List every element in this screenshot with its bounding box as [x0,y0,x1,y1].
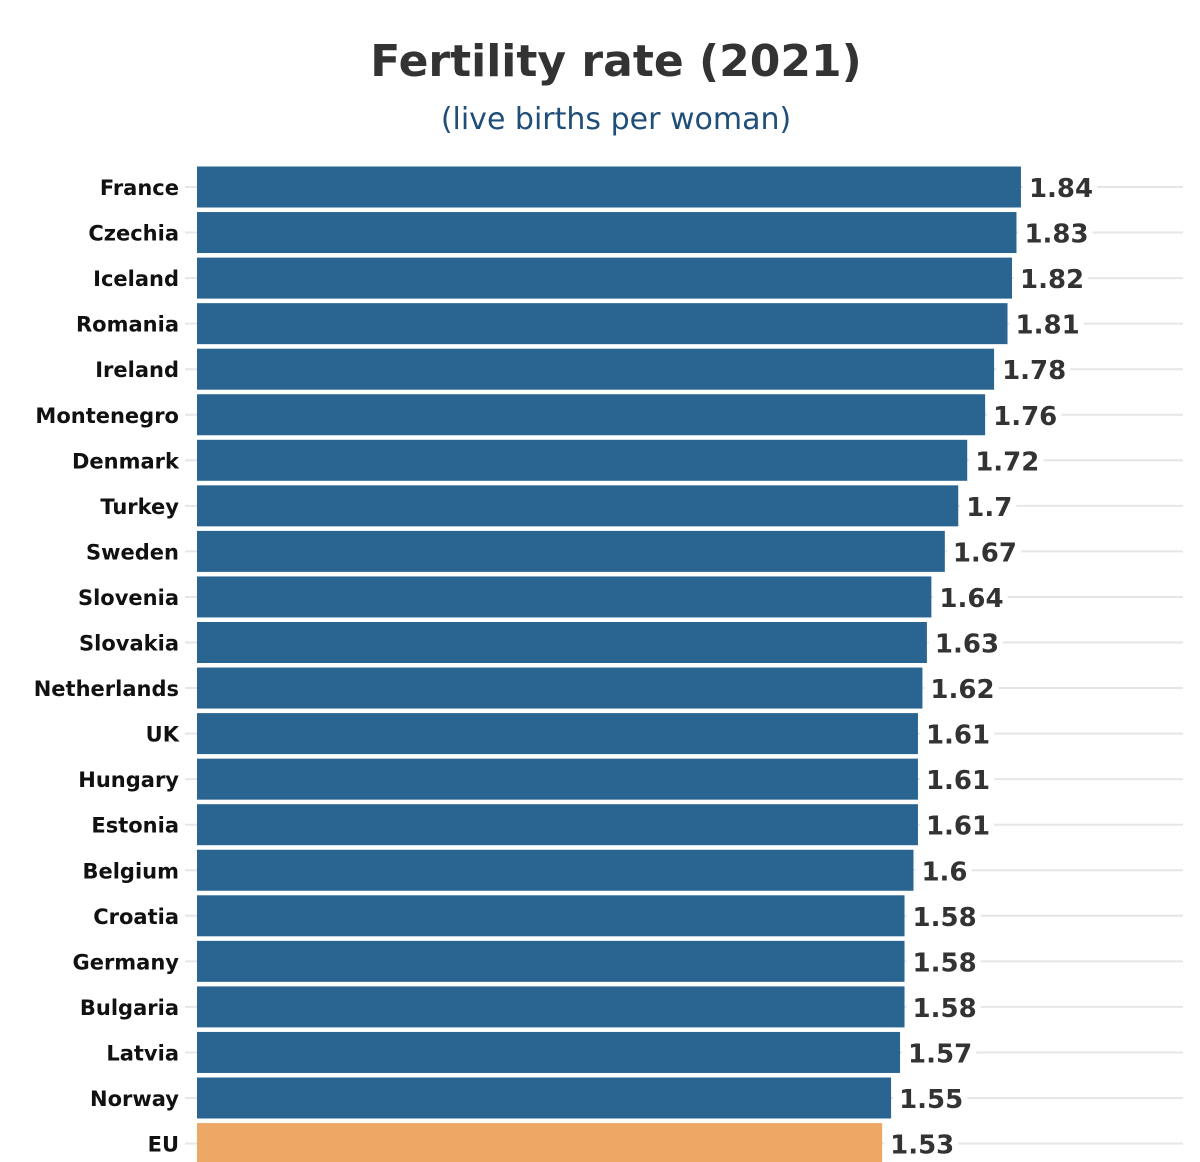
category-label: Latvia [106,1041,179,1065]
category-label: Romania [76,313,179,337]
value-label-bg [933,580,1008,613]
bar-slovakia [197,622,927,663]
category-label: Denmark [72,449,180,473]
bar-ireland [197,348,995,390]
value-label: 1.58 [913,948,977,978]
category-label: Estonia [91,814,179,838]
category-label: Germany [72,950,179,974]
bar-uk [197,713,918,755]
value-label-bg [1022,171,1098,203]
category-label: Netherlands [34,677,179,701]
chart-subtitle: (live births per woman) [440,102,792,137]
category-label: Bulgaria [80,996,179,1020]
value-label-bg [1018,216,1093,249]
value-label: 1.76 [993,402,1057,432]
value-label: 1.58 [913,994,977,1024]
bar-netherlands [197,667,923,709]
value-label-bg [960,489,1017,522]
category-label: Hungary [78,768,179,792]
category-label: Montenegro [35,404,179,428]
value-label-bg [924,672,999,705]
bar-montenegro [197,394,986,436]
category-label: France [100,176,179,200]
value-label: 1.7 [966,493,1012,523]
value-label: 1.81 [1016,311,1080,341]
bar-sweden [197,530,945,572]
value-label: 1.58 [913,903,977,933]
value-label-bg [1013,262,1089,295]
value-label: 1.84 [1029,174,1093,204]
value-label-bg [969,444,1044,477]
value-label: 1.78 [1002,356,1066,386]
value-label-bg [919,717,995,750]
value-label: 1.61 [926,721,990,751]
bar-romania [197,303,1008,345]
bar-bulgaria [197,986,905,1028]
category-label: Sweden [86,540,179,564]
category-label: Croatia [93,905,179,929]
value-label: 1.67 [953,538,1017,568]
bar-eu [197,1123,883,1162]
value-label-bg [906,899,981,932]
value-label-bg [928,626,1004,659]
value-label-bg [919,808,995,841]
value-label-bg [987,398,1062,431]
bar-estonia [197,804,918,846]
category-label: Turkey [100,495,179,519]
category-label: Slovenia [78,586,179,610]
category-label: Ireland [95,358,179,382]
bar-denmark [197,439,968,481]
category-label: UK [146,723,180,747]
bar-slovenia [197,576,932,618]
bar-germany [197,940,905,982]
value-label: 1.6 [921,857,967,887]
value-label: 1.72 [975,447,1039,477]
value-label: 1.55 [899,1085,963,1115]
value-label-bg [919,763,995,796]
bar-belgium [197,849,914,891]
value-label-bg [1009,307,1084,340]
bar-france [197,166,1021,208]
category-label: Norway [90,1087,179,1111]
category-label: EU [148,1133,179,1157]
value-label: 1.63 [935,630,999,660]
bar-hungary [197,758,918,800]
value-label-bg [996,353,1071,386]
category-label: Czechia [88,222,179,246]
value-label-bg [884,1127,959,1160]
category-label: Iceland [93,267,179,291]
value-label-bg [946,535,1021,568]
bar-iceland [197,257,1012,299]
bar-norway [197,1077,892,1119]
value-label-bg [915,854,972,887]
bar-latvia [197,1031,901,1073]
value-label-bg [906,990,981,1023]
value-label-bg [906,945,981,978]
value-label-bg [902,1036,977,1069]
chart-title: Fertility rate (2021) [370,36,862,87]
value-label: 1.61 [926,766,990,796]
bar-turkey [197,485,959,527]
value-label: 1.57 [908,1039,972,1069]
bar-czechia [197,212,1017,254]
category-label: Slovakia [79,632,179,656]
value-label: 1.53 [890,1131,954,1161]
value-label-bg [893,1082,968,1114]
value-label: 1.61 [926,812,990,842]
value-label: 1.64 [939,584,1003,614]
value-label: 1.83 [1024,220,1088,250]
value-label: 1.82 [1020,265,1084,295]
bar-croatia [197,895,905,937]
value-label: 1.62 [930,675,994,705]
category-label: Belgium [82,859,179,883]
